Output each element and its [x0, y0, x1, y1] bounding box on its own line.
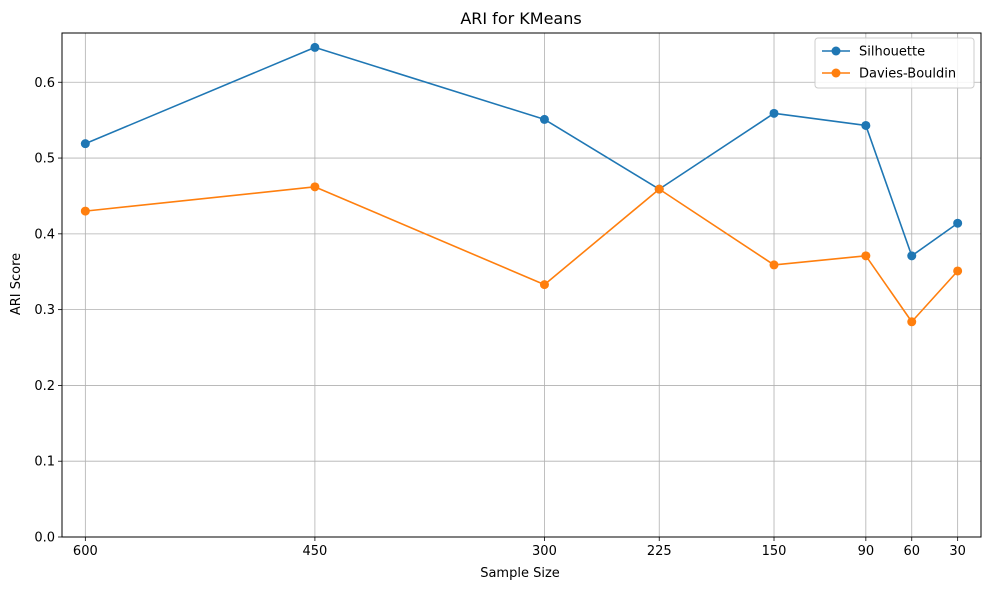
data-point-silhouette — [80, 139, 90, 149]
y-tick-label: 0.6 — [34, 76, 55, 91]
plot-frame — [61, 32, 982, 538]
x-tick-label: 60 — [903, 544, 920, 559]
legend-box — [814, 37, 975, 89]
x-tick-label: 150 — [762, 544, 787, 559]
data-point-silhouette — [769, 108, 779, 118]
y-tick-label: 0.3 — [34, 303, 55, 318]
x-tick-label: 225 — [647, 544, 672, 559]
data-point-davies-bouldin — [539, 280, 549, 290]
y-axis-title: ARI Score — [9, 253, 24, 315]
data-point-davies-bouldin — [907, 317, 917, 327]
x-tick-label: 600 — [73, 544, 98, 559]
y-tick-label: 0.1 — [34, 455, 55, 470]
x-tick-label: 90 — [858, 544, 875, 559]
data-point-davies-bouldin — [80, 206, 90, 216]
data-point-davies-bouldin — [654, 184, 664, 194]
data-point-davies-bouldin — [861, 251, 871, 261]
legend-label: Davies-Bouldin — [859, 67, 956, 82]
y-tick-label: 0.2 — [34, 379, 55, 394]
data-point-silhouette — [861, 120, 871, 130]
data-point-silhouette — [539, 114, 549, 124]
legend-item-silhouette: Silhouette — [822, 45, 925, 60]
data-point-davies-bouldin — [310, 182, 320, 192]
y-axis-ticks: 0.0 0.1 0.2 0.3 0.4 0.5 0.6 — [34, 76, 62, 546]
x-axis-title: Sample Size — [480, 566, 560, 581]
x-tick-label: 30 — [949, 544, 966, 559]
x-tick-label: 300 — [532, 544, 557, 559]
series-line-davies-bouldin — [85, 186, 959, 323]
y-tick-label: 0.4 — [34, 227, 55, 242]
x-axis-ticks: 600 450 300 225 150 90 60 30 — [73, 537, 966, 559]
legend-item-davies-bouldin: Davies-Bouldin — [822, 67, 956, 82]
legend: Silhouette Davies-Bouldin — [814, 37, 975, 89]
data-point-davies-bouldin — [769, 260, 779, 270]
chart-title: ARI for KMeans — [460, 9, 581, 28]
grid — [62, 33, 981, 538]
legend-marker — [831, 46, 841, 56]
legend-marker — [831, 68, 841, 78]
series-layer — [80, 42, 963, 327]
data-point-silhouette — [310, 42, 320, 52]
data-point-davies-bouldin — [953, 266, 963, 276]
series-davies-bouldin — [80, 182, 963, 327]
legend-label: Silhouette — [859, 45, 925, 60]
y-tick-label: 0.0 — [34, 531, 55, 546]
y-tick-label: 0.5 — [34, 152, 55, 167]
data-point-silhouette — [953, 218, 963, 228]
data-point-silhouette — [907, 251, 917, 261]
series-line-silhouette — [85, 46, 959, 257]
x-tick-label: 450 — [302, 544, 327, 559]
